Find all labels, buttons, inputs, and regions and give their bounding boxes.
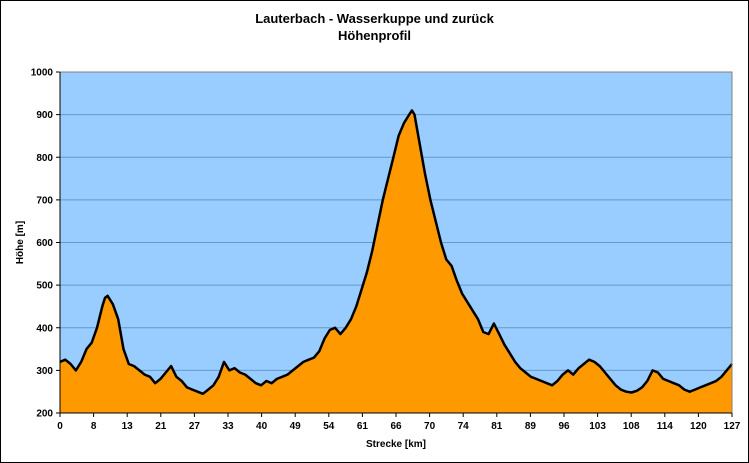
x-tick-label: 0 bbox=[57, 421, 63, 432]
x-tick-label: 54 bbox=[323, 421, 335, 432]
x-tick-label: 66 bbox=[390, 421, 402, 432]
x-tick-label: 33 bbox=[222, 421, 234, 432]
x-tick-label: 13 bbox=[122, 421, 134, 432]
x-tick-label: 70 bbox=[424, 421, 436, 432]
x-axis-label: Strecke [km] bbox=[366, 439, 426, 450]
chart-title: Lauterbach - Wasserkuppe und zurück bbox=[255, 11, 494, 26]
chart-subtitle: Höhenprofil bbox=[338, 28, 411, 43]
x-tick-label: 114 bbox=[657, 421, 674, 432]
y-tick-label: 300 bbox=[36, 366, 53, 377]
x-tick-label: 27 bbox=[189, 421, 201, 432]
x-tick-label: 120 bbox=[690, 421, 707, 432]
x-tick-label: 89 bbox=[525, 421, 537, 432]
x-tick-label: 127 bbox=[724, 421, 741, 432]
y-tick-label: 1000 bbox=[31, 68, 54, 79]
y-tick-label: 700 bbox=[36, 195, 53, 206]
y-tick-label: 800 bbox=[36, 153, 53, 164]
y-tick-label: 400 bbox=[36, 323, 53, 334]
y-tick-label: 600 bbox=[36, 238, 53, 249]
elevation-line bbox=[59, 109, 733, 396]
y-tick-label: 200 bbox=[36, 409, 53, 420]
x-tick-label: 8 bbox=[91, 421, 97, 432]
x-tick-label: 108 bbox=[623, 421, 640, 432]
x-tick-label: 103 bbox=[589, 421, 606, 432]
elevation-area bbox=[60, 110, 732, 414]
x-tick-label: 49 bbox=[290, 421, 302, 432]
x-tick-label: 21 bbox=[155, 421, 167, 432]
x-tick-label: 96 bbox=[558, 421, 570, 432]
y-tick-label: 500 bbox=[36, 281, 53, 292]
x-tick-label: 40 bbox=[256, 421, 268, 432]
y-axis-label: Höhe [m] bbox=[15, 221, 26, 264]
x-tick-label: 61 bbox=[357, 421, 369, 432]
x-tick-label: 74 bbox=[458, 421, 470, 432]
x-tick-label: 81 bbox=[491, 421, 503, 432]
y-tick-label: 900 bbox=[36, 110, 53, 121]
